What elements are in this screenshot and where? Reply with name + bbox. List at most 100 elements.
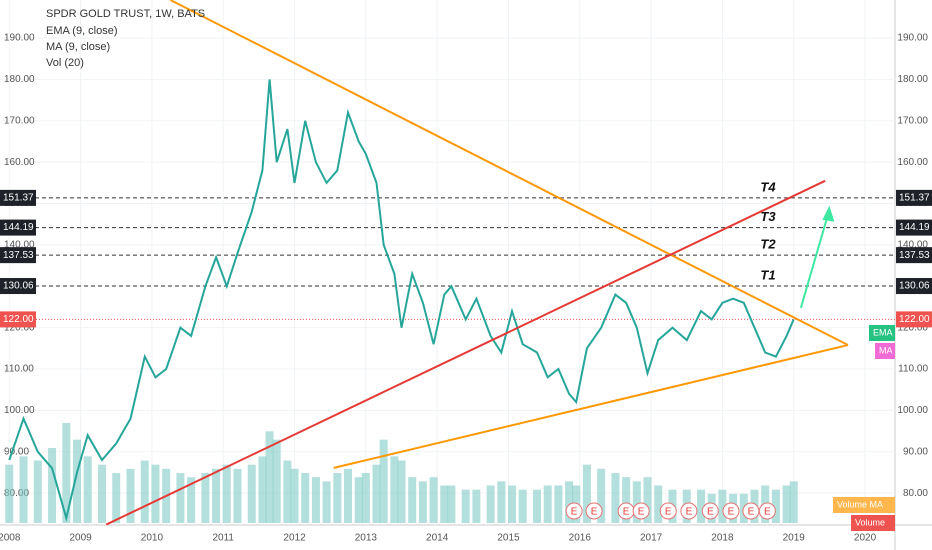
volume-bar — [333, 473, 342, 523]
volume-bar — [361, 473, 370, 523]
level-label-left: 144.19 — [3, 222, 34, 233]
volume-bar — [418, 481, 427, 523]
volume-bar — [554, 485, 563, 523]
earnings-marker — [565, 502, 583, 520]
earnings-label: E — [591, 507, 598, 518]
level-label-right: 137.53 — [899, 250, 930, 261]
earnings-label: E — [748, 507, 755, 518]
price-label-left: 122.00 — [3, 314, 34, 325]
price-line-series — [8, 79, 795, 522]
trendline — [333, 344, 849, 469]
trendline — [169, 0, 849, 346]
volume-bar — [789, 481, 798, 523]
earnings-label: E — [623, 507, 630, 518]
volume-bar — [372, 464, 381, 523]
earnings-label: E — [638, 507, 645, 518]
volume-bar — [397, 460, 406, 523]
volume-bar — [543, 485, 552, 523]
arrow-head — [822, 205, 835, 222]
volume-bar — [48, 448, 57, 523]
volume-bar — [697, 489, 706, 523]
level-label-right: 130.06 — [899, 281, 930, 292]
trendline — [799, 209, 831, 309]
y-tick-label: 190.00 — [897, 33, 928, 44]
volume-bar — [33, 460, 42, 523]
y-tick-label: 110.00 — [898, 364, 928, 375]
badge-label: EMA — [873, 327, 893, 337]
badge-label: Volume — [855, 517, 885, 527]
earnings-label: E — [571, 507, 578, 518]
volume-bar — [632, 481, 641, 523]
y-tick-label: 180.00 — [897, 74, 928, 85]
volume-bar — [62, 423, 71, 523]
x-tick-label: 2016 — [569, 533, 592, 544]
earnings-marker — [659, 502, 677, 520]
earnings-label: E — [665, 507, 672, 518]
volume-bar — [771, 489, 780, 523]
earnings-label: E — [707, 507, 714, 518]
volume-bar — [508, 485, 517, 523]
volume-bar — [5, 464, 14, 523]
volume-bar — [654, 485, 663, 523]
target-label: T3 — [760, 209, 776, 224]
volume-bar — [272, 439, 281, 523]
volume-bar — [247, 464, 256, 523]
y-tick-label-left: 140.00 — [4, 240, 35, 251]
level-tag-right — [896, 247, 932, 264]
y-tick-label: 170.00 — [897, 115, 928, 126]
y-tick-label: 120.00 — [897, 322, 928, 333]
volume-bar — [408, 477, 417, 523]
x-tick-label: 2017 — [640, 533, 663, 544]
target-label: T2 — [760, 237, 776, 252]
volume-bar — [447, 485, 456, 523]
volume-bar — [533, 489, 541, 523]
volume-bar — [311, 477, 320, 523]
price-tag-right — [896, 311, 932, 328]
x-tick-label: 2020 — [854, 533, 877, 544]
badge — [833, 497, 895, 513]
volume-bar — [565, 481, 574, 523]
level-tag-right — [896, 278, 932, 295]
volume-bar — [354, 477, 363, 523]
y-tick-label-left: 180.00 — [4, 74, 35, 85]
volume-bar — [643, 477, 652, 523]
x-tick-label: 2010 — [141, 533, 164, 544]
volume-bar — [187, 477, 196, 523]
trendline — [105, 179, 826, 526]
level-tag-right — [896, 219, 932, 236]
volume-bar — [322, 481, 331, 523]
badge-label: Volume MA — [837, 499, 883, 509]
volume-bar — [290, 468, 299, 523]
chart-title: SPDR GOLD TRUST, 1W, BATS — [46, 8, 205, 20]
y-tick-label-left: 110.00 — [4, 364, 34, 375]
level-tag-left — [0, 247, 36, 264]
y-tick-label-left: 100.00 — [4, 405, 35, 416]
badge-label: MA — [879, 345, 893, 355]
target-label: T4 — [760, 179, 776, 194]
level-tag-left — [0, 278, 36, 295]
level-tag-left — [0, 219, 36, 236]
volume-bar — [440, 485, 449, 523]
x-tick-label: 2008 — [0, 533, 21, 544]
volume-bar — [379, 439, 388, 523]
x-tick-label: 2015 — [497, 533, 520, 544]
volume-bar — [486, 485, 495, 523]
volume-bar — [622, 477, 631, 523]
volume-bar — [112, 473, 121, 523]
y-tick-label-left: 190.00 — [4, 33, 35, 44]
level-label-left: 137.53 — [3, 250, 34, 261]
earnings-marker — [632, 502, 650, 520]
volume-bar — [212, 468, 221, 523]
badge — [851, 515, 895, 531]
volume-bar — [258, 456, 267, 523]
x-tick-label: 2019 — [783, 533, 806, 544]
level-label-right: 151.37 — [899, 193, 930, 204]
y-tick-label-left: 170.00 — [4, 115, 35, 126]
volume-bar — [582, 464, 591, 523]
level-label-left: 130.06 — [3, 281, 34, 292]
badge — [869, 325, 895, 341]
earnings-marker — [585, 502, 603, 520]
x-tick-label: 2009 — [69, 533, 92, 544]
